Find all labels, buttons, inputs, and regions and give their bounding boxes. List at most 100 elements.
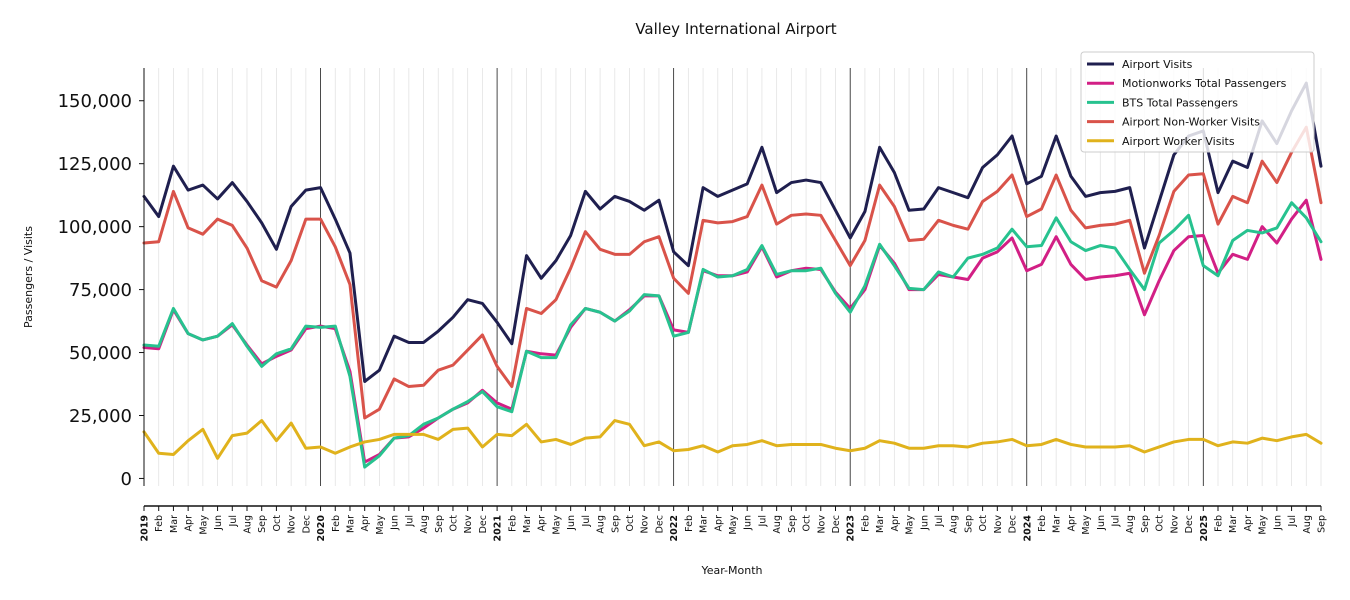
x-tick-label: Mar <box>345 515 356 533</box>
x-tick-label: May <box>551 515 562 535</box>
x-tick-label: Feb <box>154 515 165 532</box>
y-tick-label: 150,000 <box>58 91 132 112</box>
x-tick-label: Jun <box>390 515 401 531</box>
x-tick-label: 2022 <box>669 515 680 541</box>
x-tick-label: Dec <box>1184 515 1195 533</box>
x-tick-label: Dec <box>478 515 489 533</box>
x-tick-label: Mar <box>1228 515 1239 533</box>
x-tick-label: Jul <box>1111 515 1122 527</box>
y-axis-title: Passengers / Visits <box>22 226 35 328</box>
x-tick-label: Jun <box>1096 515 1107 531</box>
x-tick-label: Jun <box>919 515 930 531</box>
x-tick-label: Feb <box>1037 515 1048 532</box>
legend-label: Airport Non-Worker Visits <box>1122 116 1260 129</box>
legend-label: Motionworks Total Passengers <box>1122 77 1287 90</box>
legend-label: Airport Worker Visits <box>1122 135 1235 148</box>
chart-title: Valley International Airport <box>635 20 836 38</box>
x-tick-label: Oct <box>272 515 283 532</box>
x-tick-label: Feb <box>331 515 342 532</box>
x-tick-label: May <box>728 515 739 535</box>
x-tick-label: Dec <box>831 515 842 533</box>
y-tick-label: 0 <box>121 469 132 490</box>
x-tick-label: Feb <box>507 515 518 532</box>
x-tick-label: Aug <box>242 515 253 534</box>
x-tick-label: Mar <box>522 515 533 533</box>
x-tick-label: Jul <box>228 515 239 527</box>
x-tick-label: Jun <box>1272 515 1283 531</box>
series-line <box>142 419 1323 460</box>
series-lines <box>142 81 1323 469</box>
x-tick-label: Dec <box>654 515 665 533</box>
x-tick-label: Nov <box>640 515 651 534</box>
x-tick-label: Apr <box>713 515 724 532</box>
x-tick-label: Sep <box>1317 515 1328 533</box>
x-tick-label: Mar <box>875 515 886 533</box>
y-axis-ticks: 0 25,000 50,000 75,000 100,000 125,000 150,000 <box>58 91 144 490</box>
x-tick-label: Feb <box>860 515 871 532</box>
legend-label: Airport Visits <box>1122 58 1193 71</box>
x-tick-label: Mar <box>699 515 710 533</box>
x-tick-label: Jul <box>1287 515 1298 527</box>
x-tick-label: Nov <box>993 515 1004 534</box>
x-tick-label: Aug <box>1125 515 1136 534</box>
x-tick-label: Jun <box>213 515 224 531</box>
x-tick-label: Jul <box>581 515 592 527</box>
x-tick-label: Nov <box>1169 515 1180 534</box>
x-tick-label: Apr <box>184 515 195 532</box>
series-line <box>142 125 1323 420</box>
x-tick-label: Feb <box>1214 515 1225 532</box>
x-tick-label: May <box>1081 515 1092 535</box>
x-tick-label: 2025 <box>1199 515 1210 541</box>
x-tick-label: Nov <box>463 515 474 534</box>
x-tick-label: Jul <box>404 515 415 527</box>
x-tick-label: Aug <box>419 515 430 534</box>
x-tick-label: Mar <box>169 515 180 533</box>
x-tick-label: Aug <box>1302 515 1313 534</box>
x-tick-label: Aug <box>772 515 783 534</box>
x-tick-label: Apr <box>360 515 371 532</box>
series-line <box>142 201 1323 469</box>
x-axis-ticks: 2019 Feb Mar Apr May Jun Jul Aug Sep Oct Nov Dec 202… <box>140 506 1328 541</box>
x-tick-label: Apr <box>1066 515 1077 532</box>
x-tick-label: 2020 <box>316 515 327 542</box>
x-tick-label: May <box>905 515 916 535</box>
x-tick-label: Sep <box>787 515 798 533</box>
x-tick-label: Nov <box>287 515 298 534</box>
x-tick-label: Jun <box>566 515 577 531</box>
x-tick-label: Aug <box>949 515 960 534</box>
legend: Airport Visits Motionworks Total Passenge… <box>1080 51 1315 153</box>
legend-box <box>1080 51 1315 153</box>
y-tick-label: 25,000 <box>69 406 132 427</box>
x-tick-label: 2023 <box>846 515 857 541</box>
x-tick-label: 2024 <box>1022 515 1033 542</box>
x-tick-label: Mar <box>1052 515 1063 533</box>
x-tick-label: 2019 <box>140 515 151 541</box>
y-tick-label: 100,000 <box>58 217 132 238</box>
x-tick-label: Oct <box>1155 515 1166 532</box>
y-tick-label: 125,000 <box>58 154 132 175</box>
x-tick-label: Sep <box>1140 515 1151 533</box>
x-tick-label: Feb <box>684 515 695 532</box>
x-axis-title: Year-Month <box>700 564 762 577</box>
x-tick-label: Oct <box>625 515 636 532</box>
x-tick-label: Sep <box>610 515 621 533</box>
series-line <box>142 81 1323 383</box>
x-tick-label: Aug <box>596 515 607 534</box>
x-tick-label: 2021 <box>493 515 504 541</box>
x-tick-label: Dec <box>301 515 312 533</box>
x-tick-label: May <box>198 515 209 535</box>
x-tick-label: Sep <box>257 515 268 533</box>
x-tick-label: May <box>375 515 386 535</box>
x-tick-label: May <box>1258 515 1269 535</box>
x-tick-label: Apr <box>890 515 901 532</box>
x-tick-label: Apr <box>537 515 548 532</box>
x-tick-label: Sep <box>963 515 974 533</box>
x-tick-label: Nov <box>816 515 827 534</box>
y-tick-label: 50,000 <box>69 343 132 364</box>
x-tick-label: Oct <box>978 515 989 532</box>
x-tick-label: Oct <box>448 515 459 532</box>
x-tick-label: Apr <box>1243 515 1254 532</box>
legend-label: BTS Total Passengers <box>1122 96 1238 109</box>
